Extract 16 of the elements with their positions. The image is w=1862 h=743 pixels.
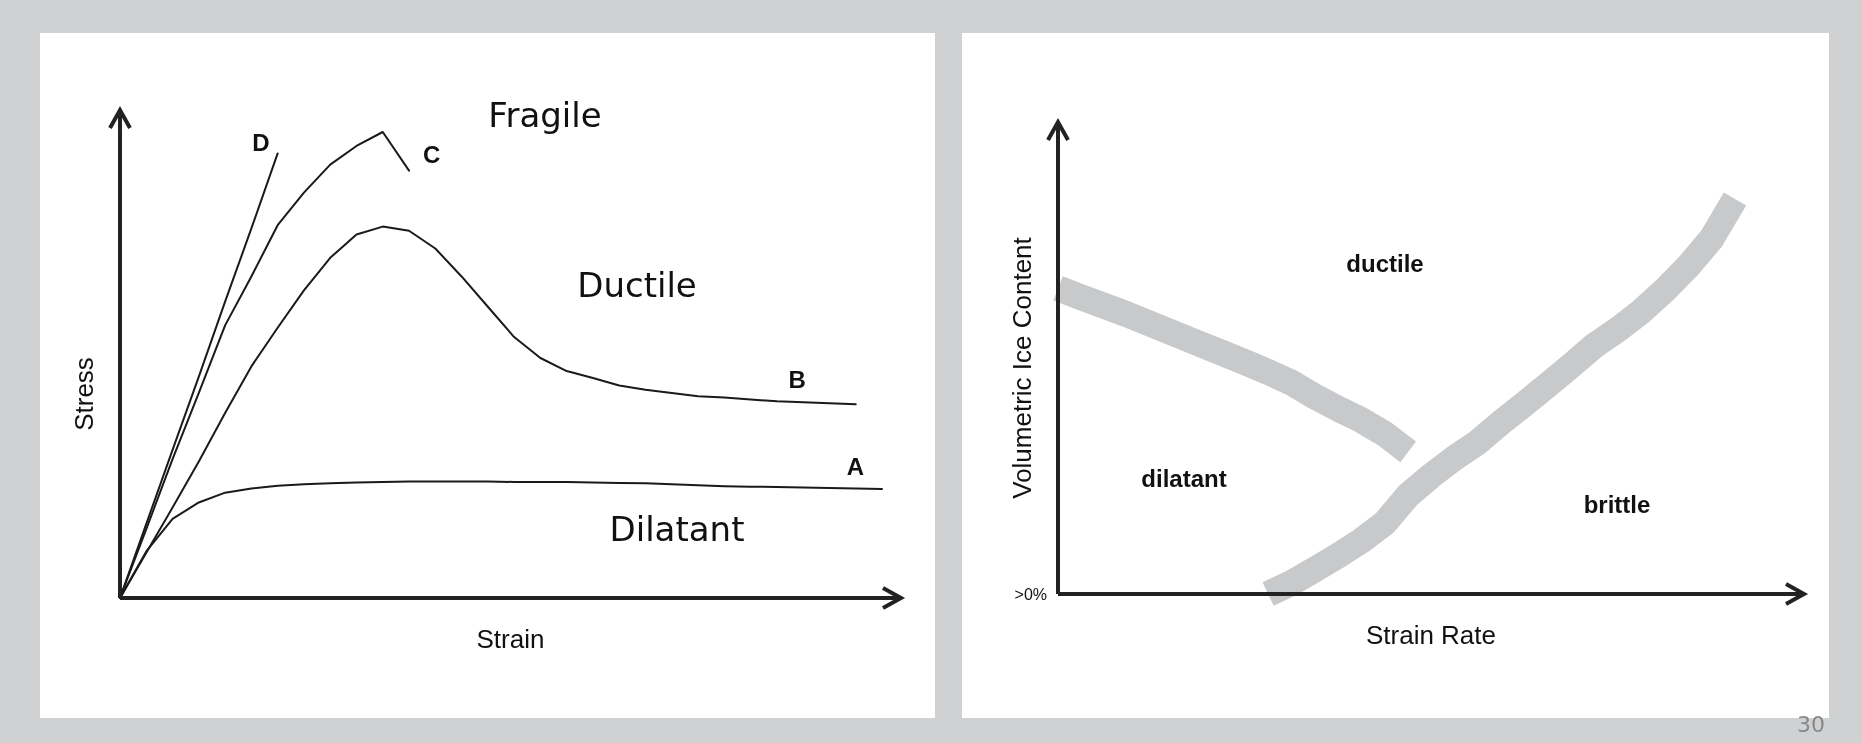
annotation: Dilatant xyxy=(609,508,745,549)
annotation: Fragile xyxy=(488,94,602,135)
series-label: A xyxy=(846,452,864,480)
series-label: C xyxy=(423,140,441,168)
series-label: D xyxy=(252,129,270,157)
x-axis-title: Strain xyxy=(476,624,545,654)
x-axis-title: Strain Rate xyxy=(1365,620,1497,650)
annotation: Ductile xyxy=(577,264,697,305)
annotation: brittle xyxy=(1583,491,1651,519)
y-axis-title: Volumetric Ice Content xyxy=(1007,236,1037,499)
annotation: dilatant xyxy=(1141,465,1227,493)
text: 30 xyxy=(1797,711,1825,737)
series-label: B xyxy=(788,366,806,394)
annotation: >0% xyxy=(1014,585,1047,603)
annotation: ductile xyxy=(1346,250,1424,278)
y-axis-title: Stress xyxy=(69,357,99,431)
